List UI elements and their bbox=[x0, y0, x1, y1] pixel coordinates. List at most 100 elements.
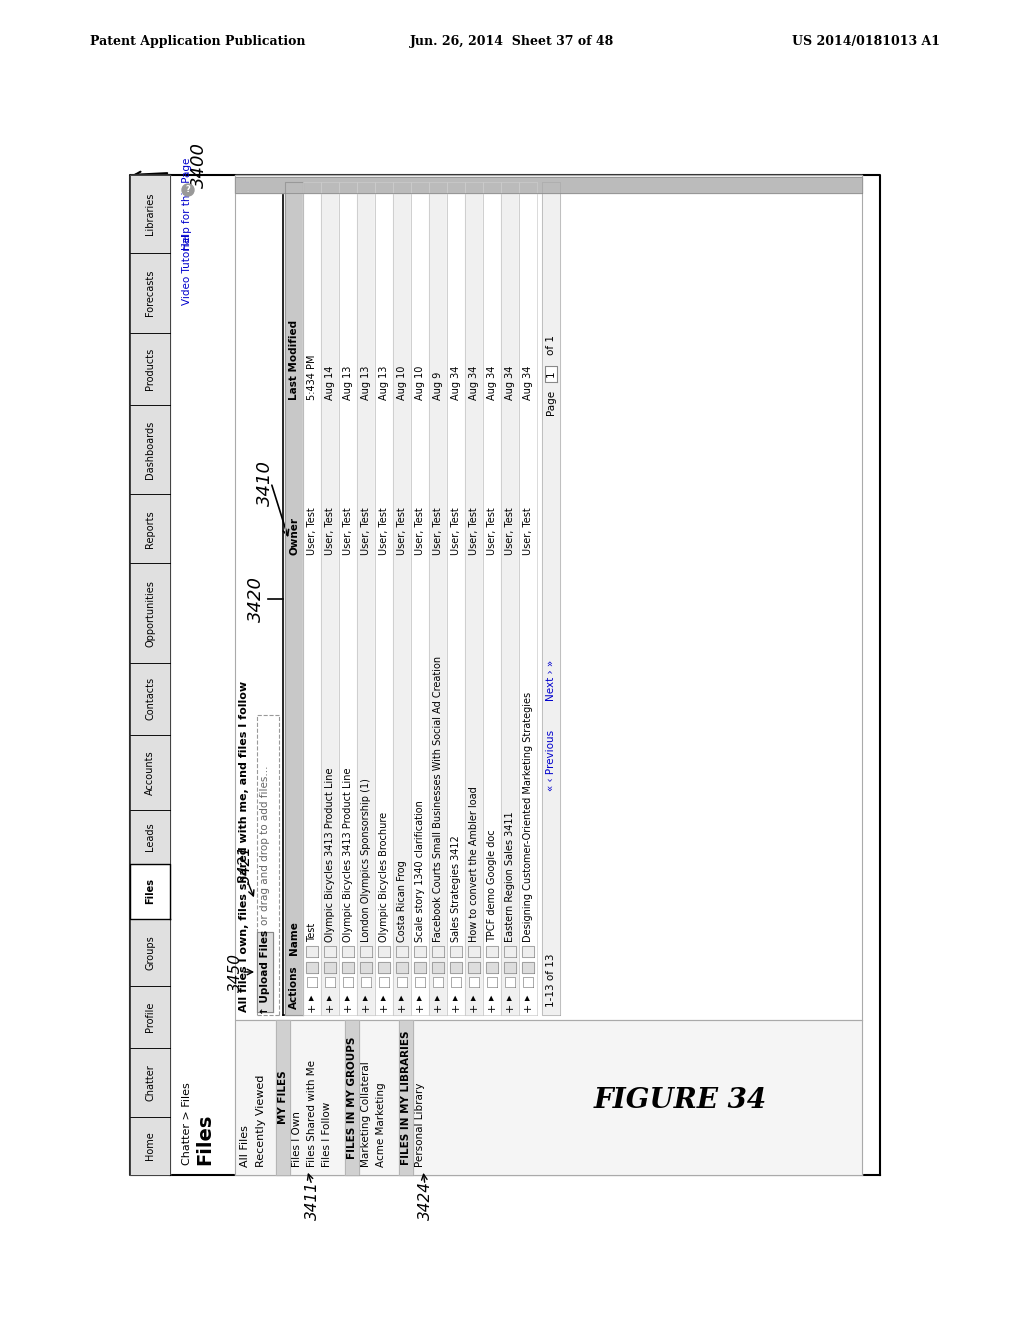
Text: Name: Name bbox=[289, 921, 299, 954]
Polygon shape bbox=[130, 176, 170, 253]
Polygon shape bbox=[465, 182, 483, 1015]
Text: Aug 34: Aug 34 bbox=[451, 366, 461, 400]
Text: User, Test: User, Test bbox=[451, 507, 461, 554]
Polygon shape bbox=[396, 946, 408, 957]
Text: ▶: ▶ bbox=[453, 994, 459, 999]
Text: ▶: ▶ bbox=[471, 994, 477, 999]
Polygon shape bbox=[325, 977, 335, 987]
Text: TPCF demo Google doc: TPCF demo Google doc bbox=[487, 829, 497, 942]
Text: 3422: 3422 bbox=[315, 880, 331, 920]
Text: User, Test: User, Test bbox=[523, 507, 534, 554]
Polygon shape bbox=[432, 946, 444, 957]
Text: +: + bbox=[361, 1002, 371, 1011]
Polygon shape bbox=[375, 182, 393, 1015]
Text: Aug 9: Aug 9 bbox=[433, 372, 443, 400]
Polygon shape bbox=[504, 962, 516, 973]
Polygon shape bbox=[130, 1117, 170, 1175]
Text: +: + bbox=[397, 1002, 407, 1011]
Text: Olympic Bicycles 3413 Product Line: Olympic Bicycles 3413 Product Line bbox=[343, 767, 353, 942]
Text: Aug 13: Aug 13 bbox=[379, 366, 389, 400]
Text: ▶: ▶ bbox=[399, 994, 406, 999]
Text: Help for this Page: Help for this Page bbox=[182, 157, 193, 249]
Text: All Files: All Files bbox=[240, 1125, 250, 1167]
Text: +: + bbox=[415, 1002, 425, 1011]
Polygon shape bbox=[450, 946, 462, 957]
Text: Files: Files bbox=[145, 878, 155, 904]
Polygon shape bbox=[321, 182, 339, 1015]
Text: +: + bbox=[505, 1002, 515, 1011]
Text: 1-13 of 13: 1-13 of 13 bbox=[546, 953, 556, 1007]
Polygon shape bbox=[429, 182, 447, 1015]
Polygon shape bbox=[379, 977, 389, 987]
Text: 3411: 3411 bbox=[304, 1180, 319, 1220]
Polygon shape bbox=[378, 962, 390, 973]
Text: Jun. 26, 2014  Sheet 37 of 48: Jun. 26, 2014 Sheet 37 of 48 bbox=[410, 36, 614, 48]
Text: Olympic Bicycles 3413 Product Line: Olympic Bicycles 3413 Product Line bbox=[325, 767, 335, 942]
Polygon shape bbox=[342, 946, 354, 957]
Text: Aug 34: Aug 34 bbox=[487, 366, 497, 400]
Polygon shape bbox=[469, 977, 479, 987]
Polygon shape bbox=[303, 182, 321, 1015]
Text: +: + bbox=[325, 1002, 335, 1011]
Text: User, Test: User, Test bbox=[343, 507, 353, 554]
Text: 5:434 PM: 5:434 PM bbox=[307, 355, 317, 400]
Text: US 2014/0181013 A1: US 2014/0181013 A1 bbox=[792, 36, 940, 48]
Text: User, Test: User, Test bbox=[415, 507, 425, 554]
Text: ▶: ▶ bbox=[381, 994, 387, 999]
Text: Olympic Bicycles Brochure: Olympic Bicycles Brochure bbox=[379, 812, 389, 942]
Polygon shape bbox=[433, 977, 443, 987]
Text: +: + bbox=[433, 1002, 443, 1011]
Text: User, Test: User, Test bbox=[397, 507, 407, 554]
Text: Aug 13: Aug 13 bbox=[343, 366, 353, 400]
Text: ▶: ▶ bbox=[525, 994, 531, 999]
Polygon shape bbox=[397, 977, 407, 987]
Polygon shape bbox=[360, 946, 372, 957]
Text: Files I Follow: Files I Follow bbox=[322, 1102, 332, 1167]
Polygon shape bbox=[451, 977, 461, 987]
Text: Aug 10: Aug 10 bbox=[397, 366, 407, 400]
Text: 3450: 3450 bbox=[227, 953, 243, 991]
Polygon shape bbox=[234, 1020, 862, 1175]
Text: London Olympics Sponsorship (1): London Olympics Sponsorship (1) bbox=[361, 777, 371, 942]
Text: Contacts: Contacts bbox=[145, 677, 155, 721]
Text: +: + bbox=[469, 1002, 479, 1011]
Text: 3400: 3400 bbox=[190, 143, 208, 187]
Text: Groups: Groups bbox=[145, 935, 155, 970]
Text: Accounts: Accounts bbox=[145, 750, 155, 795]
Text: +: + bbox=[307, 1002, 317, 1011]
Polygon shape bbox=[501, 182, 519, 1015]
Polygon shape bbox=[130, 1048, 170, 1117]
Text: ▶: ▶ bbox=[362, 994, 369, 999]
Polygon shape bbox=[130, 734, 170, 810]
Polygon shape bbox=[393, 182, 411, 1015]
Text: « ‹ Previous: « ‹ Previous bbox=[546, 730, 556, 791]
Text: Aug 13: Aug 13 bbox=[361, 366, 371, 400]
Polygon shape bbox=[234, 176, 862, 1020]
Polygon shape bbox=[257, 932, 273, 1012]
Text: Designing Customer-Oriented Marketing Strategies: Designing Customer-Oriented Marketing St… bbox=[523, 692, 534, 942]
Polygon shape bbox=[130, 919, 170, 986]
Polygon shape bbox=[343, 977, 353, 987]
Text: Home: Home bbox=[145, 1131, 155, 1160]
Text: User, Test: User, Test bbox=[487, 507, 497, 554]
Polygon shape bbox=[306, 962, 318, 973]
Polygon shape bbox=[306, 946, 318, 957]
Polygon shape bbox=[432, 962, 444, 973]
Polygon shape bbox=[342, 962, 354, 973]
Text: User, Test: User, Test bbox=[469, 507, 479, 554]
Polygon shape bbox=[411, 182, 429, 1015]
Polygon shape bbox=[339, 182, 357, 1015]
Text: User, Test: User, Test bbox=[307, 507, 317, 554]
Text: +: + bbox=[523, 1002, 534, 1011]
Text: Owner: Owner bbox=[289, 517, 299, 554]
Polygon shape bbox=[360, 962, 372, 973]
Text: Aug 14: Aug 14 bbox=[325, 366, 335, 400]
Text: Recently Viewed: Recently Viewed bbox=[256, 1074, 266, 1167]
Text: User, Test: User, Test bbox=[505, 507, 515, 554]
Text: Profile: Profile bbox=[145, 1002, 155, 1032]
Polygon shape bbox=[486, 962, 498, 973]
Polygon shape bbox=[276, 1020, 290, 1175]
Text: ▶: ▶ bbox=[345, 994, 351, 999]
Text: ▶: ▶ bbox=[435, 994, 441, 999]
Polygon shape bbox=[307, 977, 317, 987]
